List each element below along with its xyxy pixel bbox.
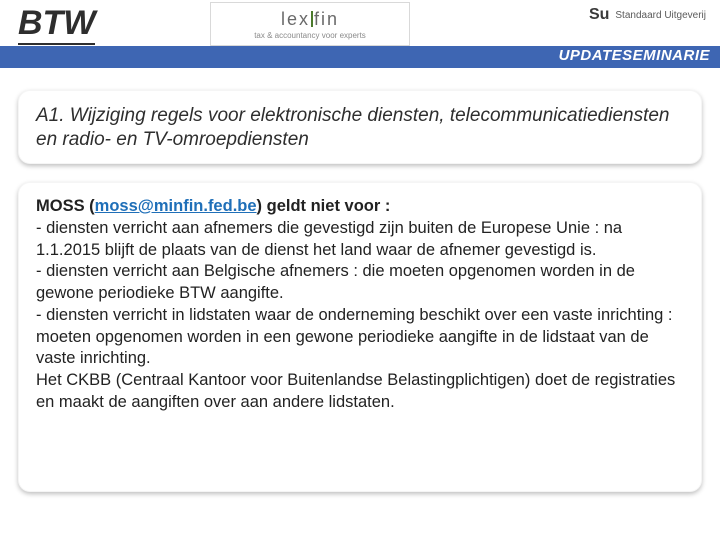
lexfin-tagline: tax & accountancy voor experts [254, 31, 366, 40]
section-heading: A1. Wijziging regels voor elektronische … [36, 104, 684, 152]
brand-right: fin [314, 9, 339, 29]
publisher-mark: Su [589, 6, 609, 24]
lead-suffix: ) geldt niet voor : [257, 197, 391, 215]
bullet-1: - diensten verricht aan afnemers die gev… [36, 219, 622, 259]
slide-subtitle: UPDATESEMINARIE [559, 47, 710, 64]
section-heading-box: A1. Wijziging regels voor elektronische … [18, 90, 702, 164]
lead-prefix: MOSS ( [36, 197, 95, 215]
lexfin-brand: lexfin [281, 9, 339, 30]
brand-left: lex [281, 9, 310, 29]
brand-divider-icon [311, 11, 313, 27]
bullet-3: - diensten verricht in lidstaten waar de… [36, 306, 673, 368]
publisher-logo: Su Standaard Uitgeverij [589, 6, 706, 24]
content-box: MOSS (moss@minfin.fed.be) geldt niet voo… [18, 182, 702, 492]
slide: BTW lexfin tax & accountancy voor expert… [0, 0, 720, 540]
content-body: MOSS (moss@minfin.fed.be) geldt niet voo… [36, 196, 684, 414]
slide-title: BTW [18, 4, 95, 45]
lexfin-logo: lexfin tax & accountancy voor experts [210, 2, 410, 46]
bullet-2: - diensten verricht aan Belgische afneme… [36, 262, 635, 302]
moss-email-link[interactable]: moss@minfin.fed.be [95, 197, 257, 215]
publisher-name: Standaard Uitgeverij [615, 10, 706, 21]
closing-line: Het CKBB (Centraal Kantoor voor Buitenla… [36, 371, 675, 411]
